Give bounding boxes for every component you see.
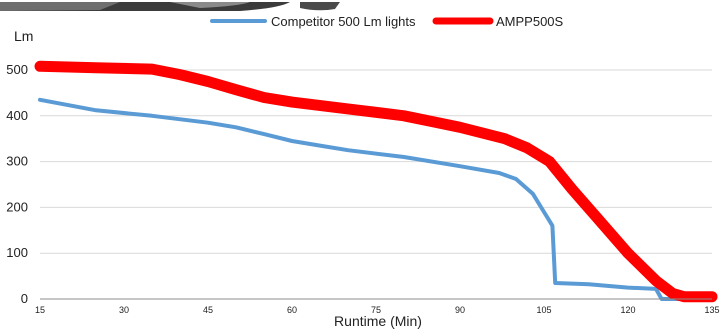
y-tick-label: 100 xyxy=(6,245,28,260)
legend-item-ampp500s: AMPP500S xyxy=(432,14,564,29)
series-line-ampp500s xyxy=(34,60,718,303)
x-tick-label: 45 xyxy=(203,305,213,315)
x-tick-label: 75 xyxy=(371,305,381,315)
y-tick-label: 500 xyxy=(6,62,28,77)
legend-label-competitor: Competitor 500 Lm lights xyxy=(271,14,416,29)
series-lines xyxy=(34,60,718,303)
x-tick-label: 30 xyxy=(119,305,129,315)
legend: Competitor 500 Lm lights AMPP500S xyxy=(210,14,564,29)
y-tick-label: 400 xyxy=(6,108,28,123)
y-tick-label: 0 xyxy=(21,291,28,306)
x-tick-labels: 15 30 45 60 75 90 105 120 135 xyxy=(35,305,720,315)
y-tick-labels: 0 100 200 300 400 500 xyxy=(6,62,28,306)
y-tick-label: 200 xyxy=(6,199,28,214)
legend-label-ampp500s: AMPP500S xyxy=(496,14,564,29)
series-line-competitor xyxy=(38,97,714,301)
x-tick-label: 60 xyxy=(287,305,297,315)
x-tick-label: 90 xyxy=(455,305,465,315)
x-axis-title: Runtime (Min) xyxy=(334,313,422,329)
x-tick-label: 15 xyxy=(35,305,45,315)
photo-strip-graphic xyxy=(0,2,720,11)
y-axis-title: Lm xyxy=(14,28,33,44)
x-tick-label: 120 xyxy=(620,305,635,315)
x-tick-label: 105 xyxy=(536,305,551,315)
y-tick-label: 300 xyxy=(6,154,28,169)
photo-strip xyxy=(0,0,720,11)
x-tick-label: 135 xyxy=(704,305,719,315)
legend-item-competitor: Competitor 500 Lm lights xyxy=(210,14,416,29)
